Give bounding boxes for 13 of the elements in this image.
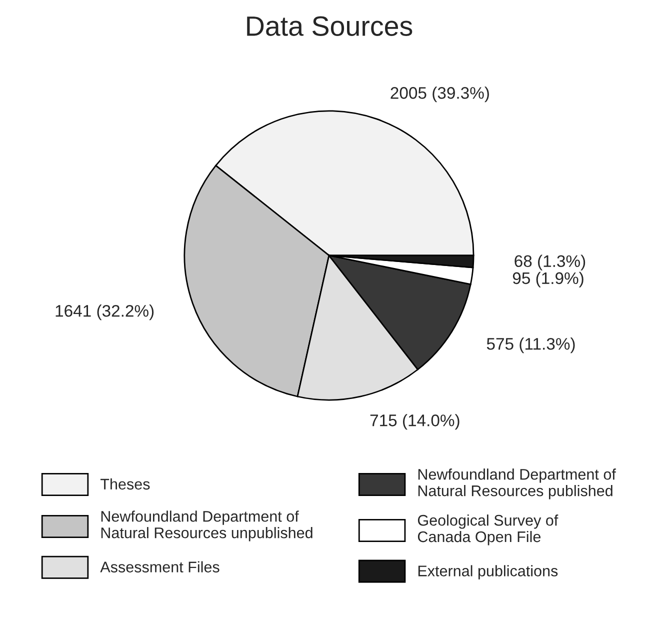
data-label: 68 (1.3%) xyxy=(514,254,586,270)
legend-label: External publications xyxy=(418,565,558,580)
legend-label: Assessment Files xyxy=(100,561,220,572)
data-label: 1641 (32.2%) xyxy=(56,304,154,320)
data-label: 2005 (39.3%) xyxy=(390,86,489,102)
legend-label: Newfoundland Department of Natural Resources unpublished xyxy=(101,510,312,542)
legend-label: Geological Survey of Canada Open File xyxy=(418,514,558,546)
legend-label: Newfoundland Department of Natural Resources published xyxy=(418,468,616,500)
data-label: 715 (14.0%) xyxy=(370,414,460,430)
data-label: 95 (1.9%) xyxy=(512,272,584,288)
data-label: 575 (11.3%) xyxy=(486,338,575,354)
chart-title: Data Sources xyxy=(247,16,412,36)
legend-label: Theses xyxy=(100,478,150,490)
